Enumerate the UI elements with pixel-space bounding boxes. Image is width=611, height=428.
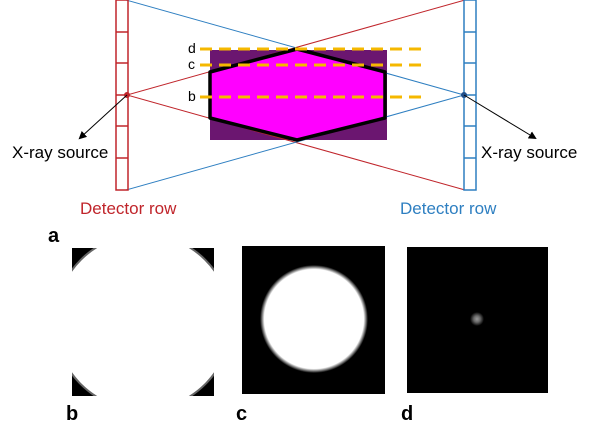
right-detector-label: Detector row xyxy=(400,199,497,218)
panel-b-image xyxy=(72,248,214,396)
left-source-label: X-ray source xyxy=(12,143,108,162)
left-source-arrow xyxy=(78,94,128,140)
reconstructed-volume-hexagon xyxy=(208,47,387,142)
panel-letter-c: c xyxy=(236,403,247,425)
slice-label-b: b xyxy=(188,88,196,104)
panel-letter-a: a xyxy=(48,225,60,247)
slice-label-c: c xyxy=(188,56,195,72)
panel-a-geometry: d c b X-ray source X-ray source Detec xyxy=(12,0,577,218)
slice-label-d: d xyxy=(188,40,196,56)
panel-letter-d: d xyxy=(401,403,413,425)
left-detector-label: Detector row xyxy=(80,199,177,218)
right-source-arrow xyxy=(463,94,537,140)
panel-d-image xyxy=(407,247,548,393)
right-source-label: X-ray source xyxy=(481,143,577,162)
panel-letter-b: b xyxy=(66,403,78,425)
panel-c-image xyxy=(242,246,385,394)
